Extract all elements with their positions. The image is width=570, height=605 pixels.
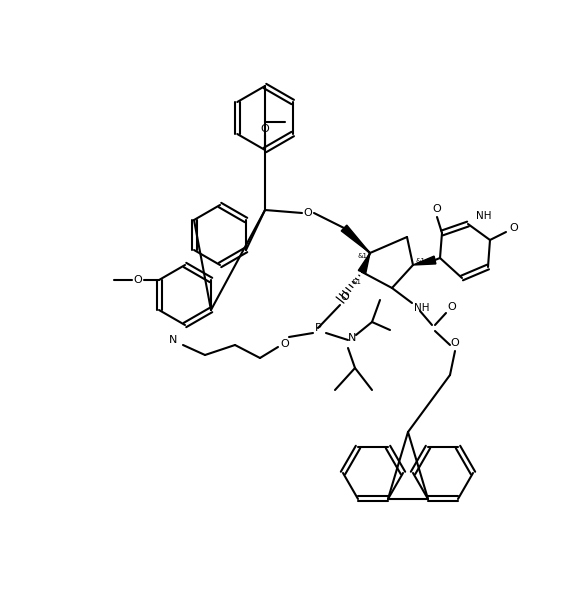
Text: O: O: [260, 124, 270, 134]
Polygon shape: [359, 253, 370, 273]
Polygon shape: [341, 225, 370, 253]
Text: &1: &1: [357, 253, 367, 259]
Text: NH: NH: [476, 211, 491, 221]
Text: O: O: [280, 339, 290, 349]
Text: &1: &1: [416, 258, 426, 264]
Text: O: O: [447, 302, 457, 312]
Polygon shape: [413, 256, 436, 265]
Text: O: O: [341, 292, 349, 302]
Text: O: O: [304, 208, 312, 218]
Text: P: P: [315, 323, 321, 333]
Text: O: O: [510, 223, 518, 233]
Text: O: O: [133, 275, 142, 285]
Text: O: O: [433, 204, 441, 214]
Text: O: O: [451, 338, 459, 348]
Text: NH: NH: [414, 303, 430, 313]
Text: &1: &1: [352, 279, 362, 285]
Text: N: N: [348, 333, 356, 343]
Text: N: N: [169, 335, 177, 345]
